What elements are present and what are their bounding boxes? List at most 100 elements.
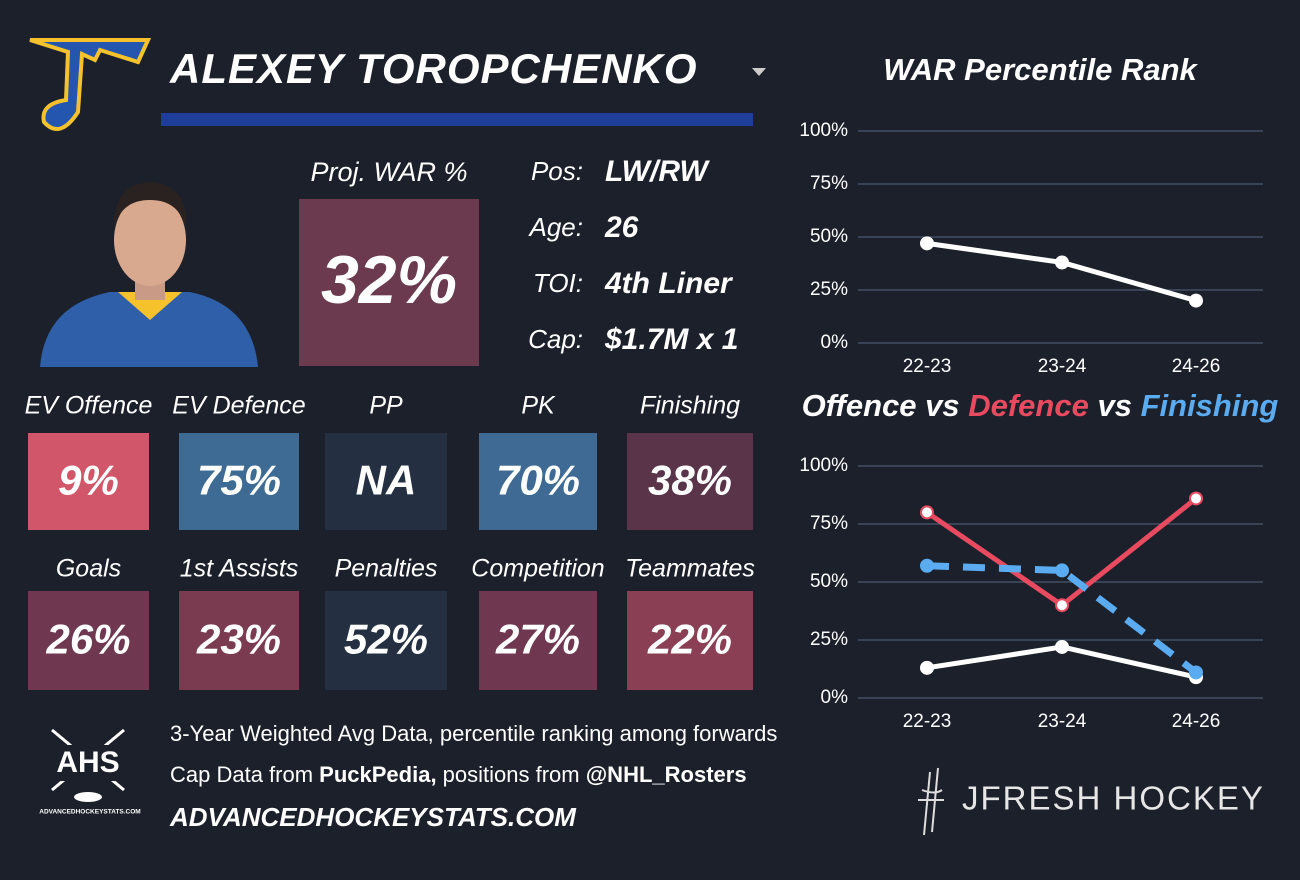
series-name: Defence	[968, 388, 1089, 423]
x-tick-label: 22-23	[903, 711, 952, 732]
tile-label: EV Defence	[172, 392, 305, 420]
ahs-caption: ADVANCEDHOCKEYSTATS.COM	[39, 809, 140, 816]
tile-value: NA	[356, 457, 417, 504]
projection-tile	[299, 199, 479, 366]
y-tick-label: 50%	[810, 226, 848, 247]
y-tick-label: 100%	[799, 120, 848, 141]
tile-label: Competition	[471, 555, 604, 583]
tile	[479, 591, 597, 690]
tile	[179, 591, 299, 690]
tiles: EV Offence 9% EV Defence 75% PP NA PK 70% Finish…	[25, 392, 755, 690]
title-joiner	[960, 388, 969, 423]
bio-value: 4th Liner	[604, 267, 734, 300]
y-tick-label: 75%	[810, 173, 848, 194]
point	[1189, 491, 1203, 506]
tile-value: 23%	[196, 616, 281, 663]
point	[920, 505, 934, 520]
point	[920, 660, 934, 675]
ahs-logo: AHS ADVANCEDHOCKEYSTATS.COM	[39, 728, 141, 816]
title-joiner	[1132, 388, 1141, 423]
series-name: Offence	[802, 388, 917, 423]
y-tick-label: 100%	[799, 455, 848, 476]
tile-value: 9%	[58, 457, 119, 504]
tile-value: 22%	[647, 616, 732, 663]
bio-value: $1.7M x 1	[604, 323, 738, 356]
footer-site: ADVANCEDHOCKEYSTATS.COM	[169, 802, 577, 832]
dropdown-caret[interactable]	[752, 68, 766, 76]
x-tick-label: 23-24	[1038, 356, 1087, 377]
tile-label: PP	[369, 392, 403, 420]
y-tick-label: 0%	[821, 687, 849, 708]
tile	[179, 433, 299, 530]
point	[1055, 255, 1069, 270]
tile-value: 70%	[496, 457, 580, 504]
tile-label: EV Offence	[25, 392, 153, 420]
tile-value: 27%	[495, 616, 580, 663]
series-line	[926, 562, 1199, 676]
y-tick-label: 0%	[821, 332, 849, 353]
brand-text: JFRESH HOCKEY	[962, 780, 1265, 817]
title-joiner: vs	[1097, 388, 1131, 423]
chart-title: Offence vs Defence vs Finishing	[802, 388, 1279, 423]
tile-label: Finishing	[640, 392, 740, 420]
x-tick-label: 22-23	[903, 356, 952, 377]
team-logo	[29, 38, 152, 132]
point	[1055, 598, 1069, 613]
tile-value: 75%	[197, 457, 281, 504]
tile	[479, 433, 597, 530]
projection-label: Proj. WAR %	[310, 157, 467, 187]
point	[1055, 639, 1069, 654]
tile-label: PK	[521, 392, 556, 420]
tile-value: 26%	[45, 616, 130, 663]
bio-value: LW/RW	[605, 155, 710, 188]
point	[1055, 563, 1069, 578]
footer-source: @NHL_Rosters	[586, 762, 747, 787]
charts: WAR Percentile Rank 0% 25% 50% 75% 100% 22-23 2…	[799, 52, 1278, 732]
tile-value: 52%	[344, 616, 428, 663]
tile-label: Goals	[56, 555, 121, 583]
brand-logo: JFRESH HOCKEY	[918, 767, 1265, 836]
y-tick-label: 25%	[810, 629, 848, 650]
y-tick-label: 50%	[810, 571, 848, 592]
bio-label: Pos:	[531, 156, 583, 186]
tile-value: 38%	[648, 457, 732, 504]
player-name: ALEXEY TOROPCHENKO	[169, 45, 698, 92]
tile	[627, 433, 753, 530]
chart-title: WAR Percentile Rank	[883, 52, 1198, 87]
x-tick-label: 24-26	[1172, 711, 1221, 732]
title-joiner	[1089, 388, 1098, 423]
footer-line2: Cap Data from PuckPedia, positions from …	[170, 762, 747, 787]
y-tick-label: 25%	[810, 279, 848, 300]
footer-line1: 3-Year Weighted Avg Data, percentile ran…	[170, 721, 777, 746]
title-joiner: vs	[925, 388, 959, 423]
name-underline	[161, 113, 753, 126]
bio-value: 26	[604, 211, 639, 244]
tile-label: Penalties	[335, 555, 438, 583]
tile	[325, 591, 447, 690]
point	[1189, 665, 1203, 680]
tile	[28, 591, 149, 690]
y-tick-label: 75%	[810, 513, 848, 534]
series-name: Finishing	[1141, 388, 1279, 423]
ahs-text: AHS	[56, 746, 119, 779]
tile	[627, 591, 753, 690]
footer-text: positions from	[437, 762, 586, 787]
tile	[28, 433, 149, 530]
bio-label: Age:	[528, 212, 584, 242]
point	[1189, 293, 1203, 308]
player-photo	[40, 182, 258, 367]
point	[920, 558, 934, 573]
point	[920, 236, 934, 251]
bio-label: Cap:	[528, 324, 583, 354]
bio: Pos: LW/RW Age: 26 TOI: 4th Liner Cap: $1.7M x …	[528, 155, 739, 356]
tile-label: Teammates	[625, 555, 755, 583]
bio-label: TOI:	[533, 268, 583, 298]
x-tick-label: 24-26	[1172, 356, 1221, 377]
title-joiner	[917, 388, 926, 423]
projection-value: 32%	[321, 242, 457, 318]
x-tick-label: 23-24	[1038, 711, 1087, 732]
tile-label: 1st Assists	[180, 555, 299, 583]
tile	[325, 433, 447, 530]
footer-source: PuckPedia,	[319, 762, 436, 787]
